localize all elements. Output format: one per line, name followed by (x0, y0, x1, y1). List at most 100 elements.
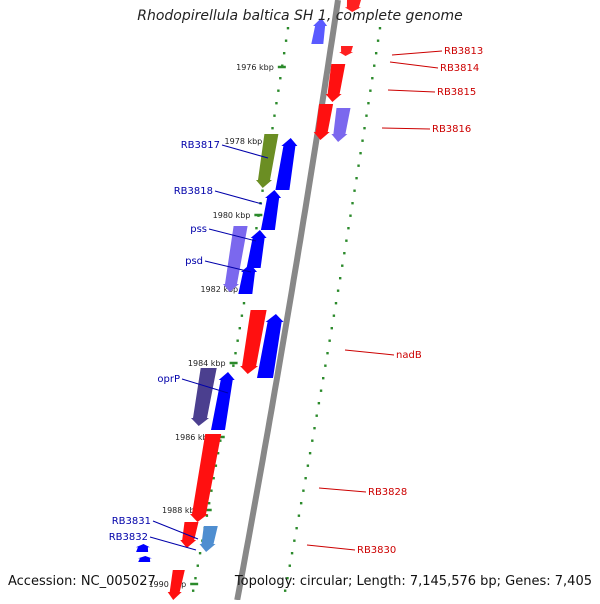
ring-dot (355, 177, 358, 180)
ring-dot (373, 64, 376, 67)
gene-arrow[interactable] (180, 522, 199, 548)
ring-dot (242, 302, 246, 305)
ring-dot (293, 539, 296, 542)
gene-label[interactable]: RB3815 (437, 87, 476, 98)
ring-dot (212, 477, 215, 480)
ring-dot (288, 564, 291, 567)
ring-dot (351, 202, 354, 205)
gene-arrow[interactable] (256, 134, 279, 188)
ring-dot (286, 577, 289, 580)
ring-dot (238, 327, 241, 330)
gene-label[interactable]: RB3818 (174, 186, 213, 197)
ring-dot (304, 477, 307, 480)
label-leader-line (318, 487, 367, 493)
ring-dot (191, 589, 195, 592)
gene-label[interactable]: RB3831 (112, 516, 151, 527)
ring-dot (286, 27, 290, 30)
ring-dot (279, 77, 282, 80)
label-leader-line (391, 50, 443, 56)
ring-dot (308, 452, 312, 455)
gene-label[interactable]: nadB (396, 350, 422, 361)
gene-label[interactable]: RB3816 (432, 124, 471, 135)
ring-dot (295, 527, 298, 530)
ring-dot (345, 239, 348, 242)
gene-arrow[interactable] (240, 310, 267, 374)
ring-dot (205, 514, 209, 517)
gene-arrow[interactable] (246, 230, 267, 268)
ring-dot (338, 277, 342, 280)
gene-arrow[interactable] (190, 434, 222, 522)
ring-dot (234, 352, 237, 355)
gene-arrow[interactable] (313, 104, 334, 140)
gene-arrow[interactable] (275, 138, 298, 190)
ring-dot (357, 164, 360, 167)
kbp-label: 1986 kbp (175, 433, 213, 442)
label-leader-line (149, 536, 197, 551)
gene-label[interactable]: psd (185, 256, 203, 267)
ring-dot (302, 489, 305, 492)
gene-arrow[interactable] (135, 544, 150, 552)
ring-dot (282, 52, 286, 55)
ring-dot (283, 589, 287, 592)
gene-arrow[interactable] (137, 556, 152, 562)
ring-dot (369, 89, 372, 92)
accession-text: Accession: NC_005027 (8, 574, 156, 589)
gene-arrow[interactable] (199, 526, 218, 552)
gene-label[interactable]: RB3832 (109, 532, 148, 543)
gene-arrow[interactable] (238, 264, 257, 294)
label-leader-line (389, 61, 439, 69)
ring-dot (319, 389, 323, 392)
ring-dot (324, 364, 327, 367)
ring-dot (353, 189, 356, 192)
ring-dot (281, 64, 284, 67)
ring-dot (347, 227, 350, 230)
ring-dot (330, 327, 333, 330)
gene-label[interactable]: RB3830 (357, 545, 396, 556)
label-leader-line (152, 520, 199, 540)
kbp-label: 1980 kbp (213, 211, 251, 220)
ring-dot (299, 502, 303, 505)
ring-dot (378, 27, 382, 30)
gene-label[interactable]: oprP (157, 374, 180, 385)
ring-dot (275, 102, 278, 105)
gene-arrow[interactable] (325, 64, 346, 102)
gene-arrow[interactable] (311, 18, 328, 44)
ring-dot (284, 39, 288, 42)
ring-dot (271, 127, 274, 130)
ring-dot (359, 152, 362, 155)
gene-arrow[interactable] (167, 570, 185, 600)
gene-label[interactable]: RB3813 (444, 46, 483, 57)
gene-label[interactable]: RB3828 (368, 487, 407, 498)
ring-dot (326, 352, 329, 355)
gene-arrow[interactable] (191, 368, 217, 426)
ring-dot (374, 52, 378, 55)
gene-arrow[interactable] (257, 314, 284, 378)
ring-dot (341, 264, 344, 267)
ring-dot (216, 452, 220, 455)
ring-dot (343, 252, 346, 255)
label-leader-line (214, 190, 263, 205)
gene-arrow[interactable] (260, 190, 282, 230)
ring-dot (336, 289, 340, 292)
gene-arrow[interactable] (223, 226, 248, 292)
gene-label[interactable]: RB3817 (181, 140, 220, 151)
gene-arrow[interactable] (339, 46, 354, 56)
ring-dot (367, 102, 370, 105)
gene-arrow[interactable] (211, 372, 235, 430)
gene-label[interactable]: pss (190, 224, 207, 235)
ring-dot (273, 114, 276, 117)
ring-dot (334, 302, 338, 305)
label-leader-line (221, 144, 269, 159)
ring-dot (361, 139, 364, 142)
label-leader-line (381, 127, 431, 130)
ring-dot (365, 114, 368, 117)
gene-label[interactable]: RB3814 (440, 63, 479, 74)
label-leader-line (306, 544, 356, 551)
label-leader-line (204, 260, 252, 273)
gene-arrow[interactable] (331, 108, 351, 142)
ring-dot (198, 552, 202, 555)
gene-arrow[interactable] (344, 0, 361, 12)
ring-dot (194, 577, 197, 580)
